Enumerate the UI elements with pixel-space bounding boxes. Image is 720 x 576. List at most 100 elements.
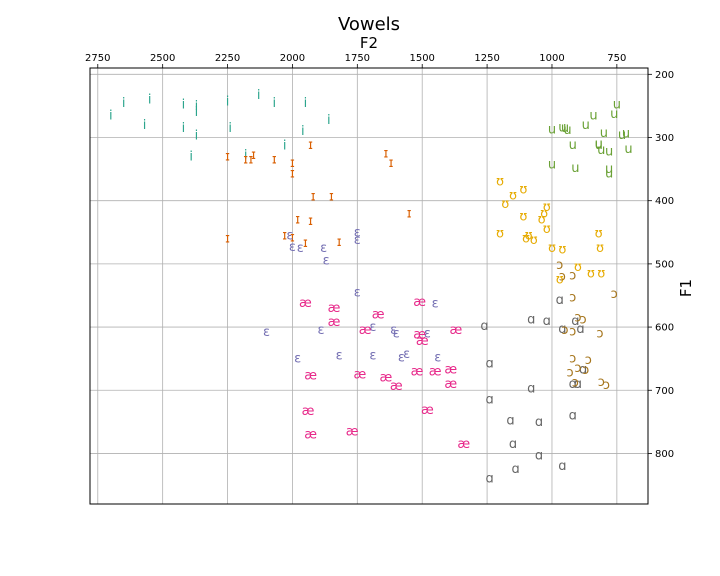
data-point: ɪ xyxy=(337,235,342,250)
data-point: ɔ xyxy=(611,287,618,302)
data-point: æ xyxy=(416,334,429,349)
data-point: ʊ xyxy=(548,241,556,256)
data-point: u xyxy=(618,128,626,143)
data-point: ɑ xyxy=(486,357,494,372)
data-point: ɛ xyxy=(354,233,361,248)
data-point: ɛ xyxy=(390,323,397,338)
data-point: ɑ xyxy=(486,393,494,408)
y-tick-label: 300 xyxy=(655,133,674,144)
y-tick-label: 700 xyxy=(655,386,674,397)
data-point: ʊ xyxy=(595,227,603,242)
x-tick-label: 1000 xyxy=(539,53,564,64)
x-tick-label: 1500 xyxy=(409,53,434,64)
data-point: u xyxy=(558,120,566,135)
data-point: ɑ xyxy=(569,377,577,392)
data-point: u xyxy=(548,122,556,137)
data-point: ɑ xyxy=(543,314,551,329)
data-point: æ xyxy=(328,301,341,316)
axis-ticks: 2750 2500 2250 2000 1750 1500 1250 1000 750 200 30… xyxy=(85,53,674,460)
data-point: ʊ xyxy=(558,242,566,257)
data-point: ɪ xyxy=(282,228,287,243)
data-point: ɔ xyxy=(574,361,581,376)
data-point: ɪ xyxy=(389,156,394,171)
data-point: ɑ xyxy=(569,409,577,424)
data-point: ɑ xyxy=(556,293,564,308)
x-tick-label: 1750 xyxy=(345,53,370,64)
data-point: æ xyxy=(444,377,457,392)
data-point: ɪ xyxy=(303,236,308,251)
data-point: ɔ xyxy=(598,375,605,390)
data-point: ʊ xyxy=(509,189,517,204)
data-point: u xyxy=(613,98,621,113)
data-point: æ xyxy=(413,328,426,343)
data-point: ɛ xyxy=(393,326,400,341)
x-tick-label: 750 xyxy=(607,53,626,64)
data-point: ʊ xyxy=(538,213,546,228)
x-axis-label: F2 xyxy=(360,34,378,52)
data-point: u xyxy=(605,144,613,159)
y-tick-label: 800 xyxy=(655,449,674,460)
data-point: ɑ xyxy=(574,377,582,392)
data-point: u xyxy=(571,161,579,176)
data-point: i xyxy=(182,98,186,113)
data-point: ɑ xyxy=(558,322,566,337)
data-point: ɔ xyxy=(582,363,589,378)
y-tick-label: 200 xyxy=(655,70,674,81)
data-point: æ xyxy=(304,427,317,442)
plot-area-frame xyxy=(89,67,649,505)
data-point: æ xyxy=(457,437,470,452)
data-point: i xyxy=(228,121,232,136)
data-point: ɑ xyxy=(527,381,535,396)
x-tick-label: 2500 xyxy=(150,53,175,64)
data-point: ɑ xyxy=(535,448,543,463)
data-point: ɑ xyxy=(558,459,566,474)
data-point: ɛ xyxy=(286,228,293,243)
data-point: ɪ xyxy=(308,214,313,229)
data-point: u xyxy=(595,137,603,152)
data-point: æ xyxy=(304,369,317,384)
data-point: ɛ xyxy=(297,241,304,256)
data-point: ɛ xyxy=(320,241,327,256)
data-point: æ xyxy=(444,362,457,377)
data-point: æ xyxy=(379,371,392,386)
data-point: æ xyxy=(429,364,442,379)
data-point: u xyxy=(561,121,569,136)
data-point: ʊ xyxy=(574,260,582,275)
data-point: ɑ xyxy=(506,414,514,429)
data-point: ɪ xyxy=(251,148,256,163)
y-tick-label: 600 xyxy=(655,323,674,334)
data-point: ɛ xyxy=(263,325,270,340)
data-point: ɔ xyxy=(569,324,576,339)
data-point: ɔ xyxy=(572,376,579,391)
data-point: ɛ xyxy=(403,347,410,362)
y-axis-label: F1 xyxy=(677,279,695,297)
data-point: ɪ xyxy=(383,146,388,161)
data-point: ɑ xyxy=(571,314,579,329)
grid-lines xyxy=(90,68,648,504)
data-point: ʊ xyxy=(556,273,564,288)
data-point: ʊ xyxy=(530,233,538,248)
data-point: ɛ xyxy=(432,297,439,312)
data-point: ɪ xyxy=(290,156,295,171)
data-point: ɪ xyxy=(225,232,230,247)
data-point: u xyxy=(597,143,605,158)
data-point: æ xyxy=(411,364,424,379)
data-point: i xyxy=(195,99,199,114)
data-point: ɔ xyxy=(603,378,610,393)
data-point: i xyxy=(226,94,230,109)
data-point: u xyxy=(600,126,608,141)
data-point: ɛ xyxy=(336,349,343,364)
data-point: i xyxy=(304,96,308,111)
data-point: ʊ xyxy=(540,206,548,221)
data-point: ɪ xyxy=(248,153,253,168)
data-point: ɪ xyxy=(329,189,334,204)
x-tick-label: 2750 xyxy=(85,53,110,64)
data-point: æ xyxy=(450,323,463,338)
data-point: i xyxy=(109,108,113,123)
data-point: u xyxy=(582,118,590,133)
x-tick-label: 2000 xyxy=(280,53,305,64)
data-point: i xyxy=(283,139,287,154)
data-point: æ xyxy=(302,404,315,419)
